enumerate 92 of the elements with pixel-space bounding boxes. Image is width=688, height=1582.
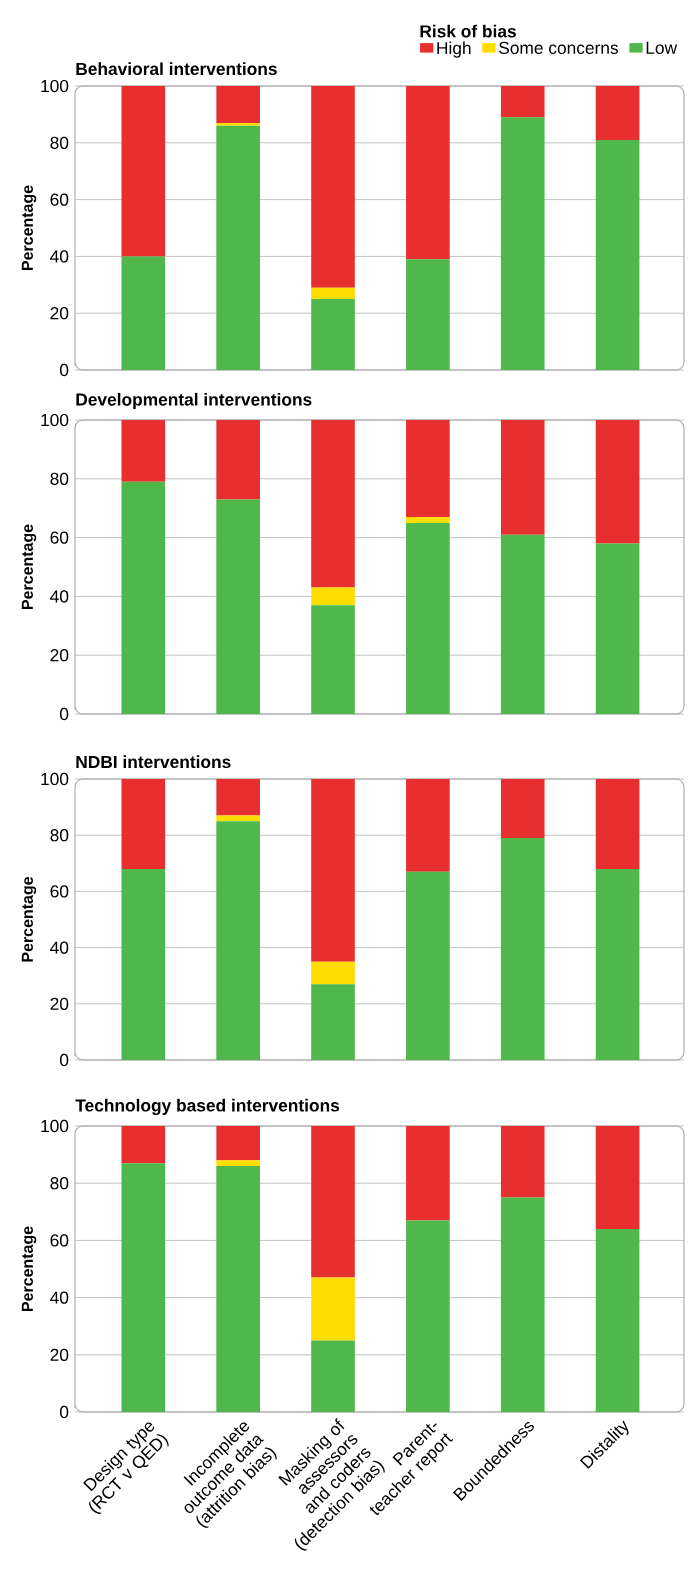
- bar: [406, 871, 450, 1061]
- bar: [121, 868, 166, 1061]
- bar: [121, 779, 166, 869]
- y-tick-label: 0: [59, 363, 69, 377]
- chart-title: Developmental interventions: [76, 392, 312, 410]
- bar: [406, 420, 450, 518]
- bar: [406, 522, 450, 715]
- bar: [500, 86, 545, 118]
- bar: [311, 605, 355, 715]
- bar: [500, 420, 545, 535]
- y-tick-label: 60: [50, 531, 69, 544]
- bar: [311, 86, 355, 288]
- chart-title: NDBI interventions: [76, 755, 231, 769]
- bar: [406, 1220, 450, 1413]
- y-tick-label: 0: [59, 707, 69, 721]
- bar: [406, 86, 450, 260]
- y-tick-label: 40: [50, 941, 69, 954]
- bar: [595, 1126, 640, 1229]
- y-tick-label: 60: [50, 885, 69, 898]
- bar: [216, 1160, 260, 1167]
- bar: [311, 961, 355, 985]
- bar: [216, 779, 260, 816]
- bar: [595, 1228, 640, 1413]
- bar: [121, 256, 166, 371]
- y-tick-label: 20: [50, 997, 69, 1010]
- bar: [216, 420, 260, 500]
- bar: [216, 815, 260, 822]
- y-axis-title: Percentage: [21, 876, 37, 962]
- legend-label: Low: [646, 41, 678, 54]
- legend-title: Risk of bias: [420, 24, 516, 38]
- bar: [121, 1126, 166, 1164]
- bar: [500, 534, 545, 715]
- bar: [500, 779, 545, 839]
- bar: [311, 779, 355, 962]
- bar: [500, 1126, 545, 1198]
- bar: [595, 139, 640, 371]
- y-tick-label: 100: [41, 772, 69, 786]
- bar: [311, 299, 355, 371]
- y-axis-title: Percentage: [21, 524, 37, 610]
- bar: [311, 287, 355, 300]
- y-tick-label: 40: [50, 590, 69, 603]
- bar: [595, 543, 640, 715]
- y-axis-title: Percentage: [21, 1226, 37, 1312]
- bar: [406, 779, 450, 872]
- y-tick-label: 60: [50, 1234, 69, 1247]
- bar: [406, 517, 450, 523]
- bar: [216, 122, 260, 126]
- bar: [500, 117, 545, 371]
- y-tick-label: 20: [50, 307, 69, 320]
- bar: [121, 1163, 166, 1413]
- y-tick-label: 100: [41, 1119, 69, 1133]
- legend-label: Some concerns: [499, 41, 619, 55]
- bar: [216, 821, 260, 1061]
- bar: [311, 1126, 355, 1278]
- bar: [406, 259, 450, 371]
- bar: [216, 1166, 260, 1413]
- y-tick-label: 80: [50, 136, 69, 149]
- bar: [500, 1197, 545, 1413]
- bar: [311, 420, 355, 588]
- y-tick-label: 20: [50, 649, 69, 662]
- bar: [121, 420, 166, 482]
- bar: [216, 1126, 260, 1161]
- bar: [216, 499, 260, 715]
- y-tick-label: 0: [59, 1053, 69, 1067]
- y-tick-label: 40: [50, 1291, 69, 1304]
- bar: [121, 86, 166, 257]
- y-tick-label: 20: [50, 1348, 69, 1361]
- bar: [595, 86, 640, 140]
- bar: [595, 420, 640, 544]
- bar: [311, 587, 355, 606]
- y-tick-label: 40: [50, 250, 69, 263]
- bar: [311, 1340, 355, 1413]
- bar: [216, 125, 260, 371]
- y-tick-label: 60: [50, 193, 69, 206]
- y-tick-label: 100: [41, 79, 69, 93]
- y-tick-label: 80: [50, 1177, 69, 1190]
- bar: [216, 86, 260, 123]
- bar: [595, 779, 640, 869]
- bar: [311, 984, 355, 1061]
- y-tick-label: 0: [59, 1405, 69, 1419]
- bar: [500, 838, 545, 1061]
- bar: [121, 481, 166, 715]
- bar: [406, 1126, 450, 1221]
- y-tick-label: 100: [41, 413, 69, 427]
- bar: [311, 1277, 355, 1341]
- y-axis-title: Percentage: [21, 185, 37, 271]
- y-tick-label: 80: [50, 829, 69, 842]
- legend-label: High: [437, 41, 471, 58]
- y-tick-label: 80: [50, 472, 69, 485]
- bar: [595, 868, 640, 1061]
- chart-title: Technology based interventions: [75, 1098, 340, 1116]
- chart-title: Behavioral interventions: [76, 62, 277, 76]
